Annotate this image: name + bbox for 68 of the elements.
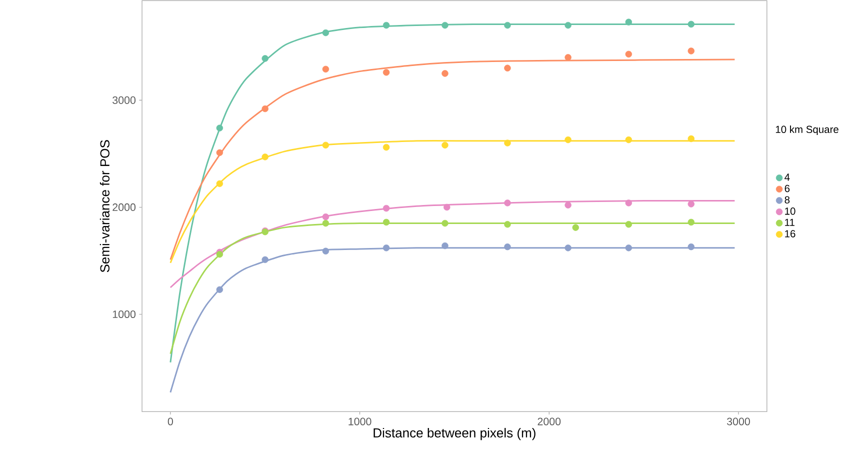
point <box>382 69 390 76</box>
point <box>564 54 572 61</box>
point <box>564 22 572 29</box>
point <box>625 136 632 144</box>
y-tick-label: 1000 <box>112 310 136 318</box>
point <box>382 22 390 29</box>
x-tick-label: 1000 <box>348 418 372 426</box>
point <box>216 180 224 188</box>
legend-label: 8 <box>784 196 790 204</box>
point <box>688 244 695 250</box>
point <box>504 221 511 228</box>
point <box>322 248 330 255</box>
point <box>442 142 448 149</box>
point <box>625 18 632 26</box>
legend-label: 11 <box>785 219 794 226</box>
point <box>216 124 224 132</box>
x-tick-label: 2000 <box>538 418 561 426</box>
legend-label: 16 <box>785 230 796 238</box>
line-series <box>170 200 736 288</box>
x-axis-title: Distance between pixels (m) <box>374 428 536 440</box>
point <box>382 244 390 252</box>
point <box>262 106 268 112</box>
point <box>688 200 695 208</box>
x-tick-label: 3000 <box>726 418 750 426</box>
point <box>688 136 695 142</box>
point <box>322 66 330 73</box>
point <box>504 200 511 206</box>
point <box>322 30 330 36</box>
legend-title: 10 km Square <box>776 126 838 136</box>
point <box>262 154 268 160</box>
point <box>564 136 572 144</box>
point <box>564 244 572 252</box>
point <box>504 64 511 72</box>
point <box>625 50 632 58</box>
y-axis-title: Semi-variance for POS <box>100 140 110 272</box>
point <box>382 144 390 151</box>
legend-label: 10 <box>785 208 796 215</box>
legend-label: 6 <box>784 185 790 192</box>
point <box>625 221 632 228</box>
point <box>504 22 511 29</box>
point <box>216 149 224 156</box>
point <box>625 200 632 206</box>
point <box>572 224 579 232</box>
point <box>504 244 511 250</box>
point <box>688 21 695 28</box>
point <box>322 142 330 149</box>
point <box>216 286 224 294</box>
y-tick-label: 3000 <box>112 96 136 104</box>
point <box>322 214 330 220</box>
point <box>688 219 695 226</box>
point <box>382 219 390 226</box>
x-tick-label: 0 <box>168 418 173 426</box>
point <box>262 256 268 264</box>
point <box>322 220 330 227</box>
legend-label: 4 <box>784 174 790 181</box>
point <box>442 70 448 77</box>
point <box>442 220 448 227</box>
point <box>625 244 632 252</box>
point <box>442 242 448 250</box>
point <box>444 204 450 211</box>
point <box>216 251 224 258</box>
point <box>504 140 511 147</box>
y-tick-label: 2000 <box>112 204 136 212</box>
point <box>442 22 448 29</box>
point <box>262 55 268 62</box>
point <box>564 202 572 209</box>
point <box>382 205 390 212</box>
point <box>688 48 695 54</box>
